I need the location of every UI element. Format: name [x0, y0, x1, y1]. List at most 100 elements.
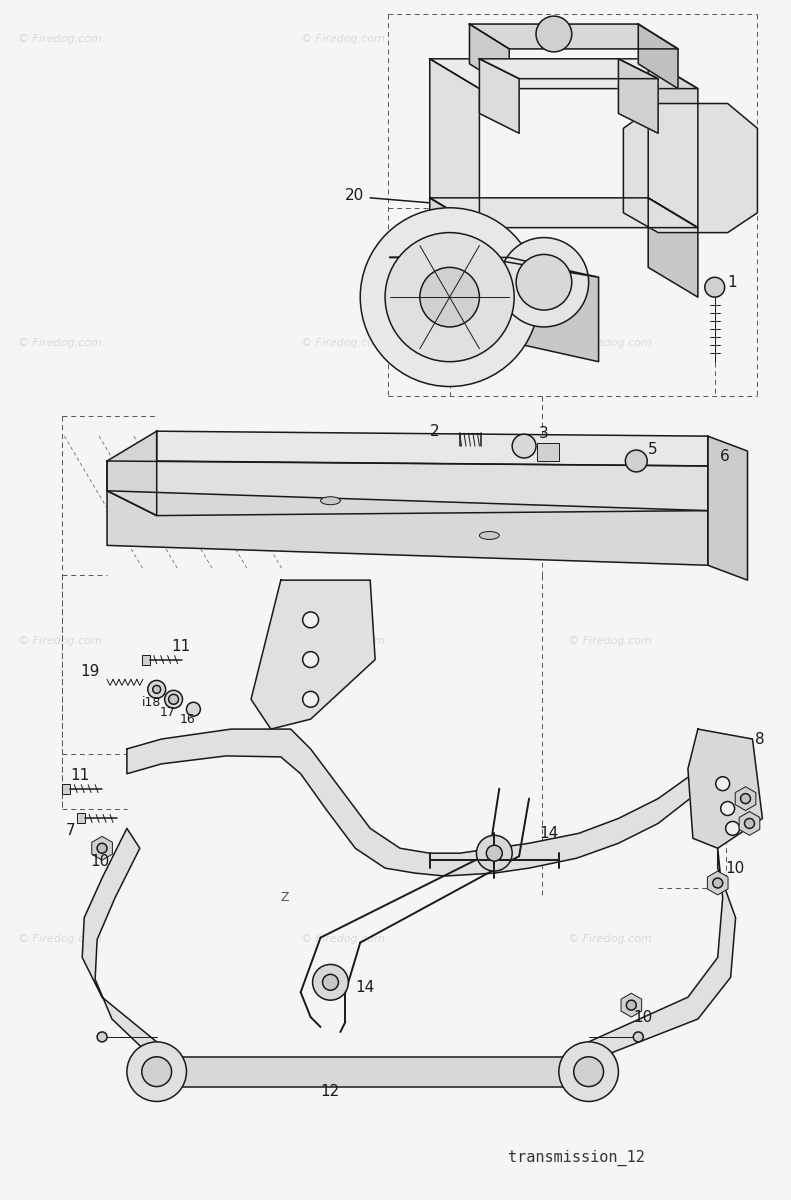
- Text: transmission_12: transmission_12: [508, 1150, 645, 1166]
- Circle shape: [303, 652, 319, 667]
- Polygon shape: [107, 461, 708, 516]
- Circle shape: [740, 793, 751, 804]
- Text: 10: 10: [725, 860, 745, 876]
- Circle shape: [626, 450, 647, 472]
- Polygon shape: [479, 59, 658, 79]
- Text: © Firedog.com: © Firedog.com: [568, 934, 652, 943]
- Text: © Firedog.com: © Firedog.com: [301, 34, 385, 44]
- Polygon shape: [107, 491, 708, 565]
- Polygon shape: [82, 828, 157, 1062]
- Circle shape: [303, 691, 319, 707]
- Text: 10: 10: [90, 853, 109, 869]
- Polygon shape: [107, 431, 157, 516]
- Text: 8: 8: [755, 732, 765, 746]
- Polygon shape: [390, 258, 509, 342]
- Polygon shape: [157, 431, 708, 466]
- Circle shape: [499, 238, 589, 326]
- Text: © Firedog.com: © Firedog.com: [301, 338, 385, 348]
- Text: 2: 2: [430, 424, 439, 439]
- Circle shape: [476, 835, 513, 871]
- Polygon shape: [708, 436, 747, 580]
- Circle shape: [517, 254, 572, 310]
- Circle shape: [97, 844, 107, 853]
- Text: © Firedog.com: © Firedog.com: [568, 338, 652, 348]
- Text: 14: 14: [355, 979, 374, 995]
- Polygon shape: [619, 59, 658, 133]
- Text: 11: 11: [70, 768, 89, 784]
- Text: © Firedog.com: © Firedog.com: [301, 934, 385, 943]
- Circle shape: [360, 208, 539, 386]
- Circle shape: [536, 16, 572, 52]
- Polygon shape: [470, 24, 678, 49]
- Text: 19: 19: [80, 664, 100, 679]
- Polygon shape: [430, 198, 479, 298]
- Text: 3: 3: [539, 426, 549, 440]
- Polygon shape: [430, 59, 698, 89]
- Circle shape: [142, 1057, 172, 1086]
- Text: 20: 20: [346, 188, 365, 203]
- Text: 7: 7: [66, 823, 75, 838]
- Text: 16: 16: [180, 713, 195, 726]
- Polygon shape: [251, 580, 375, 730]
- Polygon shape: [127, 730, 494, 876]
- Circle shape: [148, 680, 165, 698]
- Circle shape: [312, 965, 348, 1000]
- Text: 5: 5: [648, 442, 658, 456]
- Circle shape: [486, 845, 502, 862]
- Circle shape: [713, 878, 723, 888]
- Polygon shape: [509, 258, 599, 361]
- Polygon shape: [648, 198, 698, 298]
- Circle shape: [626, 1000, 636, 1010]
- Text: 10: 10: [634, 1009, 653, 1025]
- Text: Z: Z: [281, 892, 290, 905]
- Polygon shape: [390, 258, 599, 277]
- Bar: [78, 814, 85, 823]
- Ellipse shape: [320, 497, 340, 505]
- Circle shape: [744, 818, 755, 828]
- Text: © Firedog.com: © Firedog.com: [18, 934, 102, 943]
- Bar: [537, 443, 559, 461]
- Polygon shape: [470, 24, 509, 89]
- Text: 14: 14: [539, 826, 558, 841]
- Text: i18: i18: [142, 696, 161, 709]
- Circle shape: [153, 685, 161, 694]
- Polygon shape: [430, 198, 698, 228]
- Polygon shape: [623, 103, 758, 233]
- Text: © Firedog.com: © Firedog.com: [18, 636, 102, 646]
- Polygon shape: [479, 59, 519, 133]
- Circle shape: [303, 612, 319, 628]
- Text: © Firedog.com: © Firedog.com: [568, 34, 652, 44]
- Text: 17: 17: [160, 706, 176, 719]
- Polygon shape: [688, 730, 763, 848]
- Circle shape: [721, 802, 735, 816]
- Text: 12: 12: [320, 1084, 340, 1099]
- Text: © Firedog.com: © Firedog.com: [18, 338, 102, 348]
- Circle shape: [573, 1057, 604, 1086]
- Circle shape: [705, 277, 725, 298]
- Bar: [157, 1057, 589, 1086]
- Circle shape: [168, 695, 179, 704]
- Circle shape: [559, 1042, 619, 1102]
- Circle shape: [385, 233, 514, 361]
- Text: 11: 11: [172, 640, 191, 654]
- Circle shape: [323, 974, 339, 990]
- Circle shape: [725, 822, 740, 835]
- Text: © Firedog.com: © Firedog.com: [18, 34, 102, 44]
- Bar: [142, 655, 149, 665]
- Circle shape: [187, 702, 200, 716]
- Circle shape: [513, 434, 536, 458]
- Text: © Firedog.com: © Firedog.com: [568, 636, 652, 646]
- Polygon shape: [589, 848, 736, 1062]
- Polygon shape: [638, 24, 678, 89]
- Bar: [62, 784, 70, 793]
- Circle shape: [97, 1032, 107, 1042]
- Ellipse shape: [479, 532, 499, 540]
- Text: © Firedog.com: © Firedog.com: [301, 636, 385, 646]
- Circle shape: [127, 1042, 187, 1102]
- Polygon shape: [430, 59, 479, 228]
- Circle shape: [420, 268, 479, 326]
- Text: 6: 6: [720, 449, 729, 463]
- Circle shape: [165, 690, 183, 708]
- Polygon shape: [648, 59, 698, 228]
- Circle shape: [634, 1032, 643, 1042]
